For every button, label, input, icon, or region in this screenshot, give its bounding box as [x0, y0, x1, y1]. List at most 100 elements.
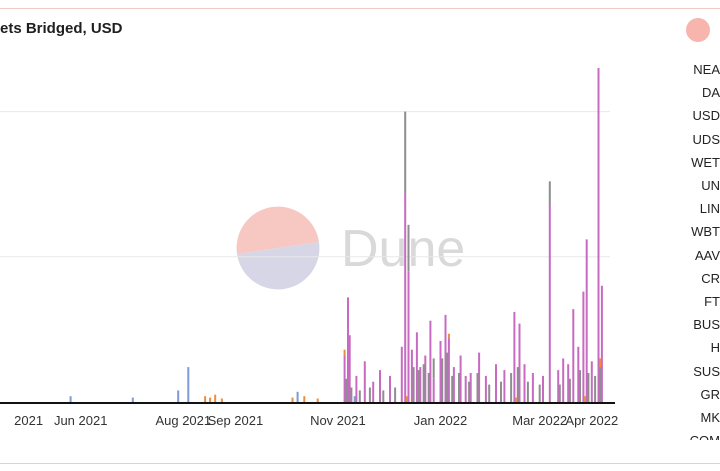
legend-item[interactable]: GR — [700, 386, 720, 402]
bar — [404, 192, 407, 402]
legend-item[interactable]: DA — [701, 85, 720, 101]
bar — [405, 396, 408, 402]
legend-item[interactable]: MK — [700, 410, 720, 425]
bar — [495, 364, 497, 402]
bar — [394, 387, 397, 402]
bar — [599, 367, 602, 402]
bar — [432, 378, 435, 402]
bar — [518, 323, 521, 402]
x-tick-label: Sep 2021 — [208, 413, 264, 428]
bar — [459, 355, 462, 402]
x-tick-label: Jan 2022 — [414, 413, 468, 428]
legend-item[interactable]: UDS — [692, 131, 720, 147]
bar — [446, 352, 449, 402]
legend-toggle-dot[interactable] — [686, 18, 710, 42]
bar — [177, 390, 180, 402]
bar — [582, 291, 585, 402]
legend-item[interactable]: BUS — [693, 317, 720, 333]
bar — [214, 394, 217, 402]
bar — [585, 239, 588, 402]
card-top-border — [0, 8, 720, 9]
bar — [451, 375, 454, 402]
legend: NEA DA USD UDS WET UN LIN WBT AAV CR FT BUS H SUS GR MK… — [640, 58, 720, 440]
bar — [291, 397, 294, 402]
bar — [587, 373, 590, 402]
bar — [424, 355, 427, 402]
bar — [389, 375, 391, 402]
bar — [599, 358, 602, 368]
bar — [347, 297, 349, 402]
bar — [458, 373, 460, 402]
legend-item[interactable]: WET — [691, 154, 720, 170]
bar — [567, 364, 570, 402]
bar — [353, 396, 356, 402]
bar — [412, 367, 415, 402]
legend-item[interactable]: COM — [690, 429, 720, 440]
legend-item[interactable]: H — [710, 340, 720, 356]
bar — [572, 309, 575, 402]
bar — [415, 332, 418, 402]
bar — [372, 381, 375, 402]
bar — [400, 346, 403, 402]
bar — [410, 349, 413, 402]
bar — [343, 349, 346, 356]
legend-item[interactable]: SUS — [693, 363, 720, 379]
bar — [209, 397, 212, 402]
bar — [439, 341, 442, 402]
legend-item[interactable]: LIN — [699, 201, 720, 217]
bar — [548, 204, 551, 402]
dune-watermark: Dune — [236, 206, 465, 290]
legend-item[interactable]: CR — [701, 270, 720, 286]
bar — [432, 358, 435, 379]
legend-item[interactable]: USD — [692, 108, 720, 124]
card-bottom-border — [0, 463, 720, 464]
bar — [427, 373, 430, 402]
bar — [526, 381, 529, 402]
bar — [484, 375, 487, 402]
bar-series — [69, 68, 603, 402]
bar — [500, 381, 502, 402]
bar — [316, 398, 319, 402]
bar — [584, 396, 587, 402]
bar — [363, 361, 366, 402]
bar — [404, 111, 407, 193]
bar — [441, 358, 444, 402]
bar — [516, 367, 519, 402]
x-tick-label: Nov 2021 — [310, 413, 366, 428]
bar — [358, 390, 361, 402]
legend-item[interactable]: WBT — [691, 224, 720, 240]
bar — [558, 384, 561, 402]
legend-item[interactable]: AAV — [694, 247, 720, 263]
bar — [464, 375, 467, 402]
bar — [345, 378, 348, 402]
bar — [204, 396, 207, 402]
x-tick-label: Jun 2021 — [54, 413, 108, 428]
x-tick-label: Mar 2022 — [512, 413, 567, 428]
bar — [429, 320, 432, 402]
bar — [469, 373, 472, 402]
bar — [131, 397, 134, 402]
bar — [452, 367, 455, 402]
bar — [447, 333, 450, 339]
bar — [417, 370, 420, 402]
bar — [568, 378, 571, 402]
bar — [382, 390, 385, 402]
legend-item[interactable]: FT — [704, 294, 720, 309]
bar — [419, 367, 422, 402]
bar — [557, 370, 560, 402]
bar — [343, 355, 346, 402]
bar — [444, 314, 447, 402]
legend-item[interactable]: NEA — [693, 62, 720, 77]
legend-item[interactable]: UN — [701, 178, 720, 193]
bar — [510, 373, 513, 402]
bar — [303, 396, 306, 402]
bar — [597, 68, 600, 402]
bar — [503, 370, 506, 402]
bar — [542, 375, 544, 402]
bar — [476, 373, 479, 402]
bar — [187, 367, 190, 402]
bar — [515, 397, 518, 402]
chart-title: ets Bridged, USD — [0, 20, 123, 37]
